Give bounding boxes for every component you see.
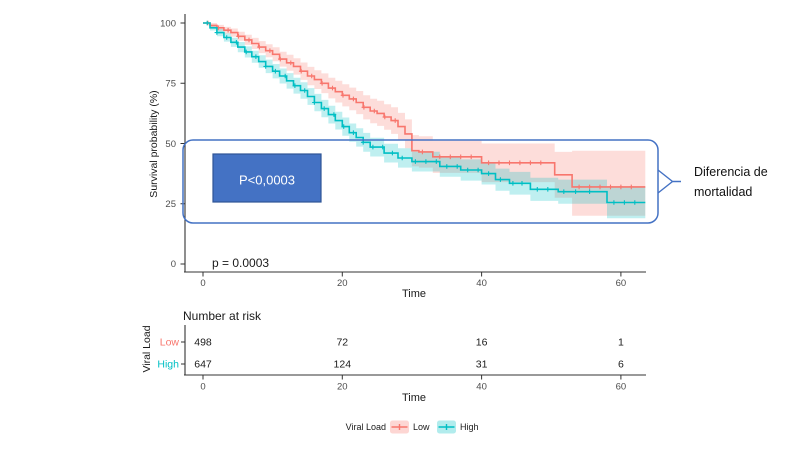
risk-row-label-low: Low — [160, 337, 180, 349]
legend-label-low: Low — [413, 422, 430, 432]
ci-band-high — [203, 23, 646, 219]
censor-marks-high — [204, 20, 638, 205]
x-tick-label: 40 — [476, 278, 487, 289]
risk-value: 498 — [194, 337, 212, 349]
x-tick-marks — [202, 272, 622, 277]
survival-curve-high — [203, 22, 646, 204]
y-axis-title: Survival probability (%) — [148, 90, 160, 197]
pvalue-box-label: P<0,0003 — [239, 173, 295, 188]
legend-key-low-marker — [391, 424, 408, 430]
survival-series-layer — [203, 20, 646, 219]
mortality-difference-label-line2: mortalidad — [694, 185, 752, 199]
risk-value: 124 — [334, 359, 352, 371]
survival-curve-low — [203, 22, 646, 188]
y-tick-label: 75 — [165, 79, 176, 90]
x-tick-label: 60 — [616, 278, 627, 289]
legend: Viral Load Low High — [346, 420, 479, 434]
risk-x-tick-marks — [202, 375, 622, 380]
legend-title: Viral Load — [346, 422, 386, 432]
y-tick-label: 25 — [165, 199, 176, 210]
y-tick-marks — [180, 22, 185, 265]
risk-table: Number at risk Viral Load Low High 498 7… — [141, 309, 646, 404]
risk-value: 1 — [618, 337, 624, 349]
y-tick-label: 0 — [171, 259, 176, 270]
risk-row-tick-marks — [181, 341, 185, 365]
pvalue-box — [212, 153, 322, 203]
ci-band-low — [203, 23, 646, 216]
x-tick-label: 0 — [200, 278, 205, 289]
risk-value: 72 — [336, 337, 348, 349]
risk-value: 16 — [476, 337, 488, 349]
x-tick-label: 20 — [337, 278, 348, 289]
risk-table-title: Number at risk — [183, 309, 262, 323]
y-tick-label: 50 — [165, 139, 176, 150]
legend-label-high: High — [460, 422, 479, 432]
risk-x-tick-label: 60 — [616, 382, 627, 393]
risk-x-axis-title: Time — [402, 392, 426, 404]
y-tick-label: 100 — [160, 19, 176, 30]
risk-table-y-label: Viral Load — [141, 325, 153, 372]
mortality-difference-label-line1: Diferencia de — [694, 165, 768, 179]
x-axis-title: Time — [402, 288, 426, 300]
risk-x-tick-label: 0 — [200, 382, 205, 393]
risk-row-label-high: High — [157, 359, 179, 371]
mortality-difference-callout: P<0,0003 Diferencia de mortalidad — [182, 139, 768, 224]
legend-key-high-marker — [438, 424, 455, 430]
risk-x-tick-label: 40 — [476, 382, 487, 393]
highlight-region-rect — [182, 139, 659, 224]
risk-value: 6 — [618, 359, 624, 371]
pvalue-text: p = 0.0003 — [212, 256, 269, 270]
callout-brace-pointer — [657, 169, 681, 194]
risk-value: 31 — [476, 359, 488, 371]
risk-value: 647 — [194, 359, 212, 371]
risk-x-tick-label: 20 — [337, 382, 348, 393]
main-plot-axes: 0 25 50 75 100 0 20 40 60 Time Survival … — [148, 14, 646, 300]
